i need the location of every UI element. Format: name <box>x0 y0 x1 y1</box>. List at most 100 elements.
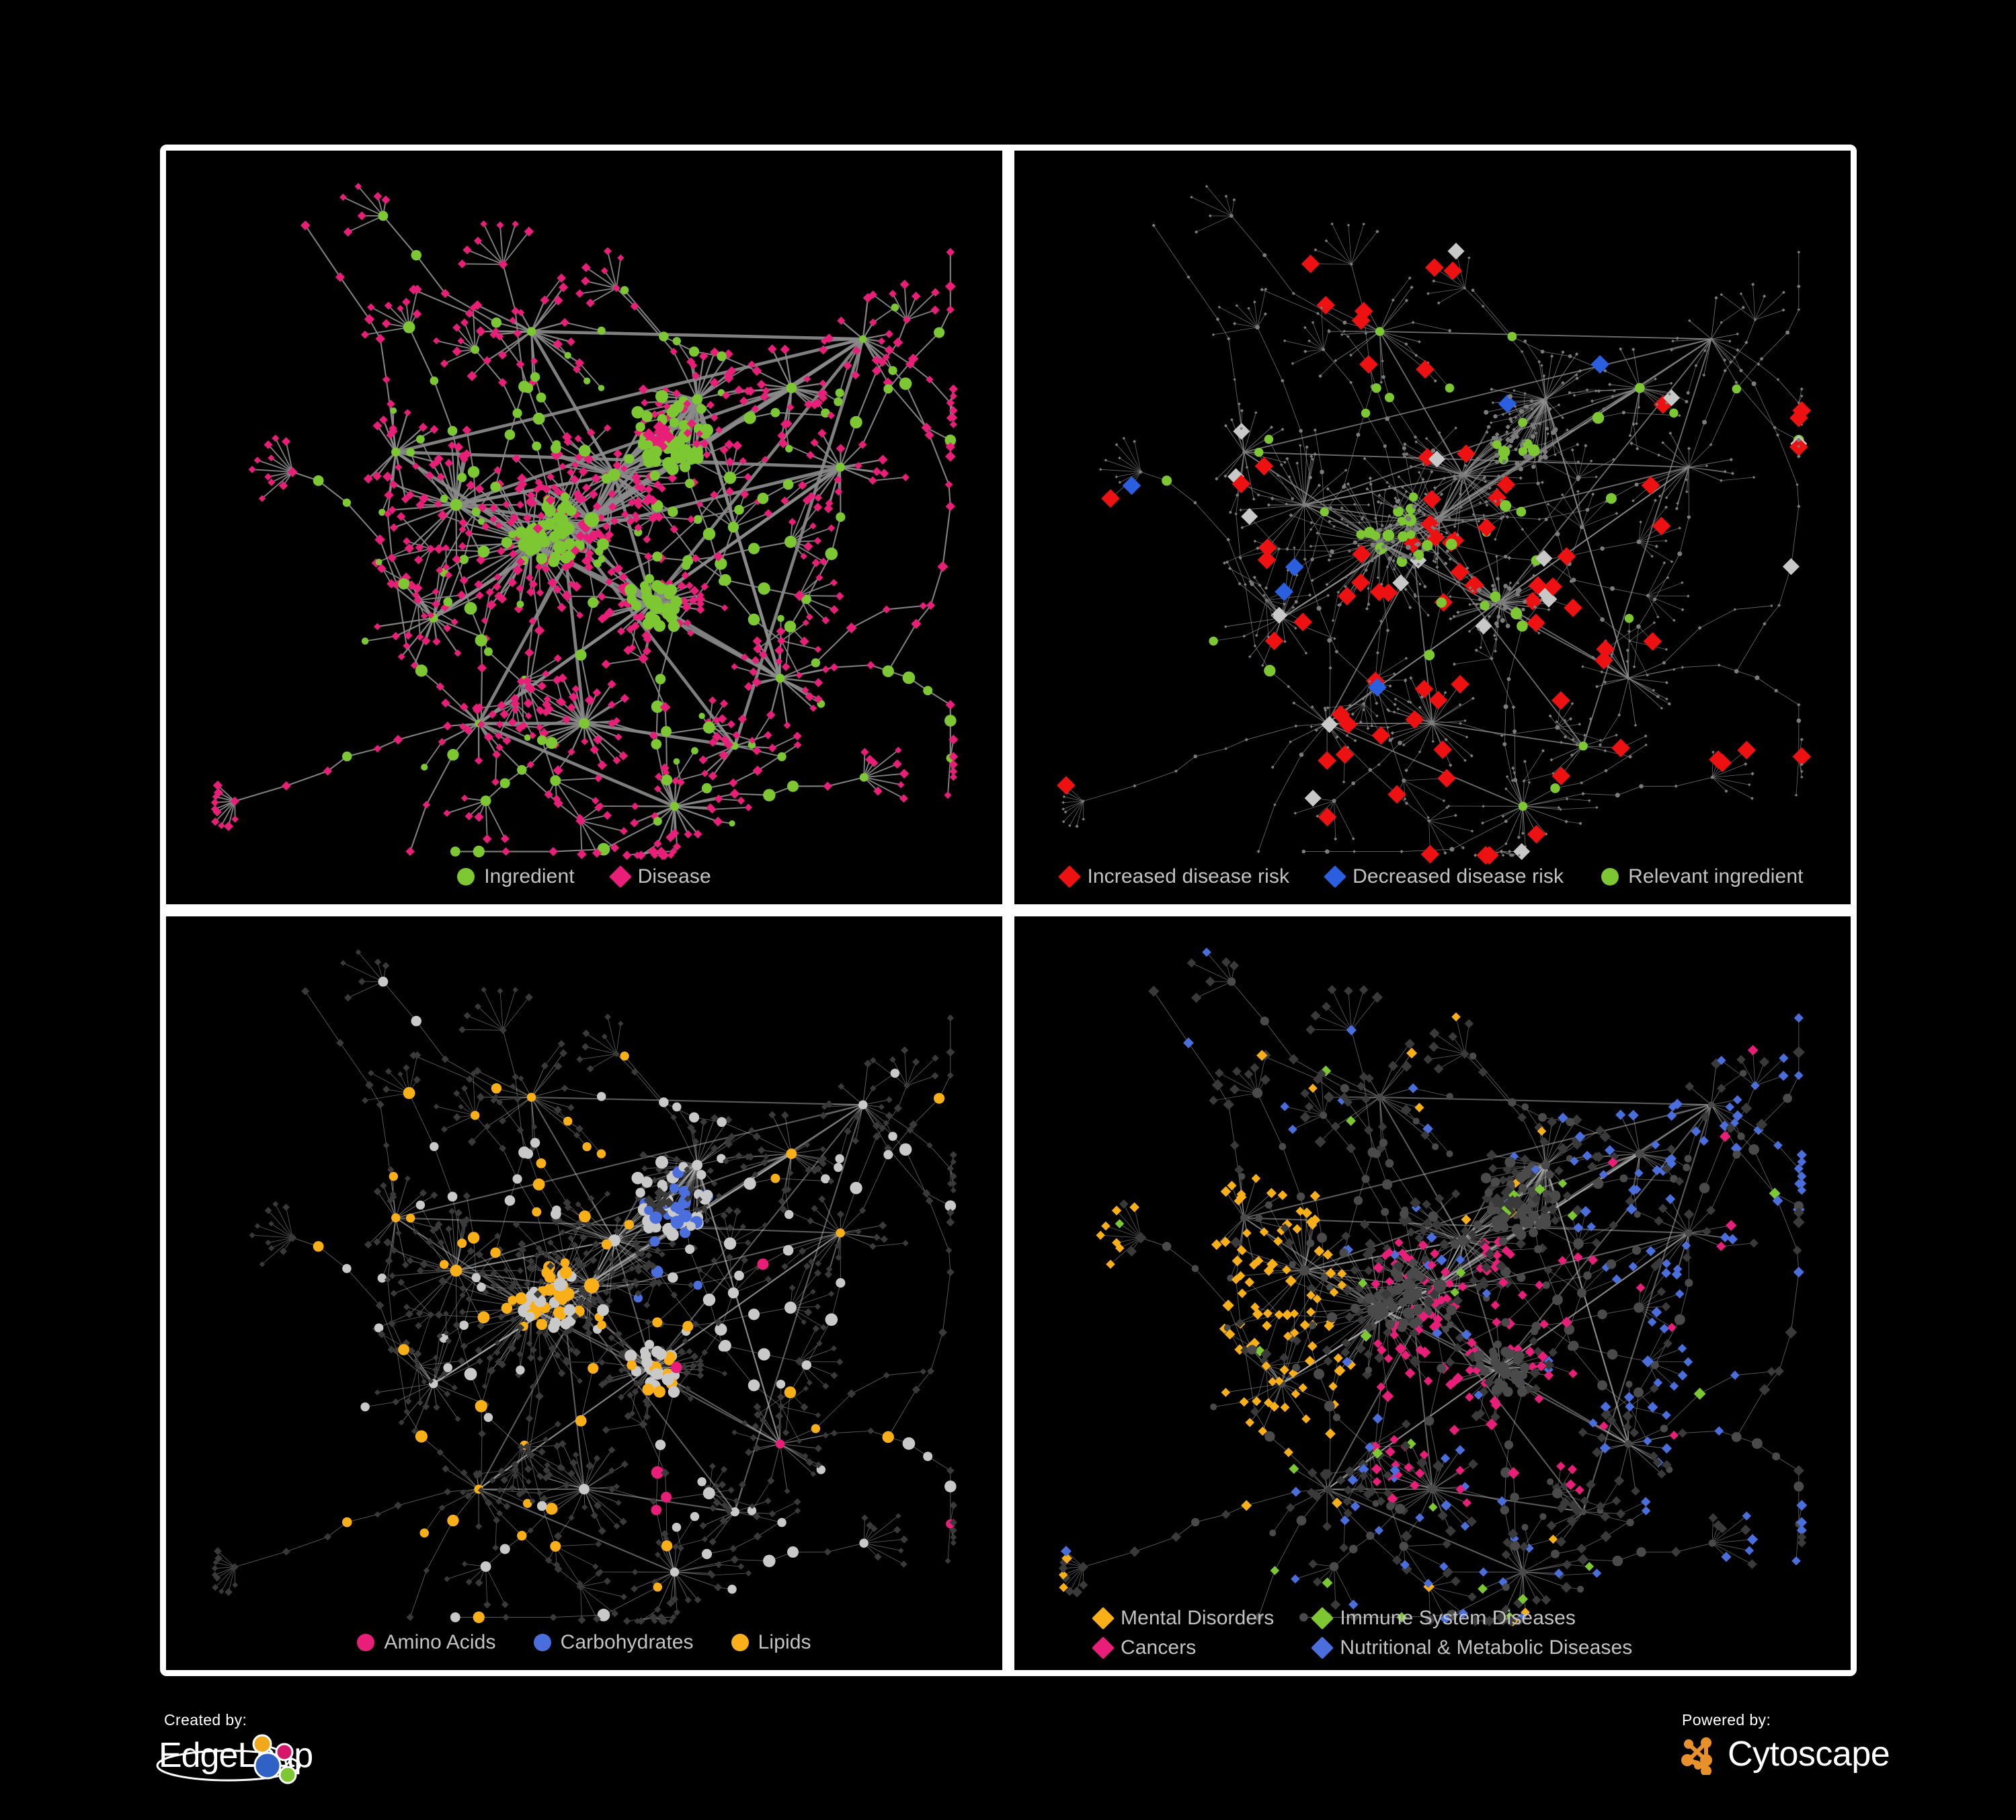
ingredient-node[interactable] <box>1437 517 1443 523</box>
disease-node[interactable] <box>1254 411 1258 415</box>
disease-node[interactable] <box>387 1345 395 1354</box>
ingredient-node[interactable] <box>1490 591 1501 602</box>
disease-node[interactable] <box>661 1468 670 1478</box>
disease-node[interactable] <box>590 1511 598 1519</box>
ingredient-node[interactable] <box>934 1093 945 1104</box>
disease-node[interactable] <box>1615 512 1619 516</box>
disease-node[interactable] <box>1393 1260 1405 1272</box>
disease-node[interactable] <box>1284 1238 1295 1248</box>
disease-node[interactable] <box>397 1071 403 1077</box>
disease-node[interactable] <box>1314 1136 1326 1148</box>
disease-node[interactable] <box>815 1461 822 1468</box>
disease-node[interactable] <box>569 1347 575 1353</box>
disease-node[interactable] <box>1404 678 1408 682</box>
ingredient-node[interactable] <box>1610 586 1615 591</box>
disease-node[interactable] <box>1391 1460 1400 1470</box>
disease-node[interactable] <box>481 617 489 625</box>
ingredient-node[interactable] <box>1412 528 1418 532</box>
disease-node[interactable] <box>820 1324 827 1331</box>
disease-node[interactable] <box>1324 1091 1334 1101</box>
disease-node[interactable] <box>1558 1256 1568 1265</box>
disease-node[interactable] <box>1742 1511 1752 1521</box>
disease-node[interactable] <box>1126 1246 1137 1257</box>
disease-node[interactable] <box>1609 1152 1619 1162</box>
disease-node[interactable] <box>1628 1261 1638 1271</box>
ingredient-node[interactable] <box>1339 1248 1348 1257</box>
disease-node[interactable] <box>1101 489 1120 508</box>
disease-node[interactable] <box>382 961 390 970</box>
disease-node[interactable] <box>467 1247 475 1255</box>
disease-node[interactable] <box>1404 801 1409 805</box>
ingredient-node[interactable] <box>1299 752 1304 757</box>
ingredient-node[interactable] <box>597 538 609 551</box>
disease-node[interactable] <box>945 1247 953 1254</box>
disease-node[interactable] <box>618 1021 624 1027</box>
disease-node[interactable] <box>406 1257 414 1265</box>
disease-node[interactable] <box>1681 608 1685 612</box>
disease-node[interactable] <box>1628 434 1632 438</box>
ingredient-node[interactable] <box>447 1191 458 1202</box>
disease-node[interactable] <box>525 712 532 720</box>
disease-node[interactable] <box>1541 1595 1551 1605</box>
disease-node[interactable] <box>1415 1513 1424 1523</box>
disease-node[interactable] <box>1453 474 1457 477</box>
disease-node[interactable] <box>655 1279 663 1287</box>
disease-node[interactable] <box>287 467 298 477</box>
disease-node[interactable] <box>819 379 827 387</box>
disease-node[interactable] <box>1409 676 1413 680</box>
ingredient-node[interactable] <box>560 1258 570 1267</box>
disease-node[interactable] <box>1504 787 1508 791</box>
disease-node[interactable] <box>1266 503 1271 507</box>
disease-node[interactable] <box>655 1200 664 1209</box>
disease-node[interactable] <box>1615 1109 1626 1120</box>
ingredient-node[interactable] <box>1635 1149 1644 1158</box>
disease-node[interactable] <box>1711 750 1715 754</box>
disease-node[interactable] <box>454 1415 461 1422</box>
disease-node[interactable] <box>540 1062 549 1070</box>
disease-node[interactable] <box>1305 445 1309 449</box>
ingredient-node[interactable] <box>1569 580 1573 583</box>
ingredient-node[interactable] <box>470 1111 480 1120</box>
disease-node[interactable] <box>780 496 789 505</box>
disease-node[interactable] <box>1587 1162 1597 1173</box>
disease-node[interactable] <box>462 1192 471 1200</box>
disease-node[interactable] <box>1797 504 1801 508</box>
ingredient-node[interactable] <box>1634 1211 1641 1218</box>
disease-node[interactable] <box>719 445 729 454</box>
disease-node[interactable] <box>1554 1166 1564 1176</box>
disease-node[interactable] <box>1536 1361 1547 1372</box>
disease-node[interactable] <box>813 398 823 408</box>
ingredient-node[interactable] <box>1238 1173 1246 1180</box>
ingredient-node[interactable] <box>1502 742 1507 746</box>
disease-node[interactable] <box>871 1525 878 1532</box>
disease-node[interactable] <box>1309 545 1313 548</box>
disease-node[interactable] <box>595 1540 602 1548</box>
disease-node[interactable] <box>374 534 385 545</box>
disease-node[interactable] <box>1254 1345 1266 1357</box>
disease-node[interactable] <box>1295 573 1299 577</box>
disease-node[interactable] <box>601 659 611 669</box>
ingredient-node[interactable] <box>1498 446 1510 458</box>
ingredient-node[interactable] <box>1356 432 1361 437</box>
disease-node[interactable] <box>1195 230 1199 234</box>
disease-node[interactable] <box>542 700 551 709</box>
ingredient-node[interactable] <box>1499 1222 1509 1232</box>
disease-node[interactable] <box>1489 421 1493 425</box>
disease-node[interactable] <box>495 1288 502 1294</box>
disease-node[interactable] <box>1602 407 1605 411</box>
disease-node[interactable] <box>1431 1319 1442 1330</box>
disease-node[interactable] <box>490 1281 497 1289</box>
disease-node[interactable] <box>381 319 391 329</box>
disease-node[interactable] <box>830 1429 838 1437</box>
disease-node[interactable] <box>1716 1056 1726 1065</box>
disease-node[interactable] <box>1669 1430 1679 1440</box>
disease-node[interactable] <box>1233 378 1236 381</box>
disease-node[interactable] <box>751 405 760 413</box>
disease-node[interactable] <box>1465 1392 1474 1402</box>
ingredient-node[interactable] <box>1600 546 1605 551</box>
disease-node[interactable] <box>708 696 717 705</box>
disease-node[interactable] <box>601 1033 608 1040</box>
disease-node[interactable] <box>1418 1240 1428 1251</box>
disease-node[interactable] <box>442 563 450 571</box>
disease-node[interactable] <box>1322 1345 1332 1355</box>
